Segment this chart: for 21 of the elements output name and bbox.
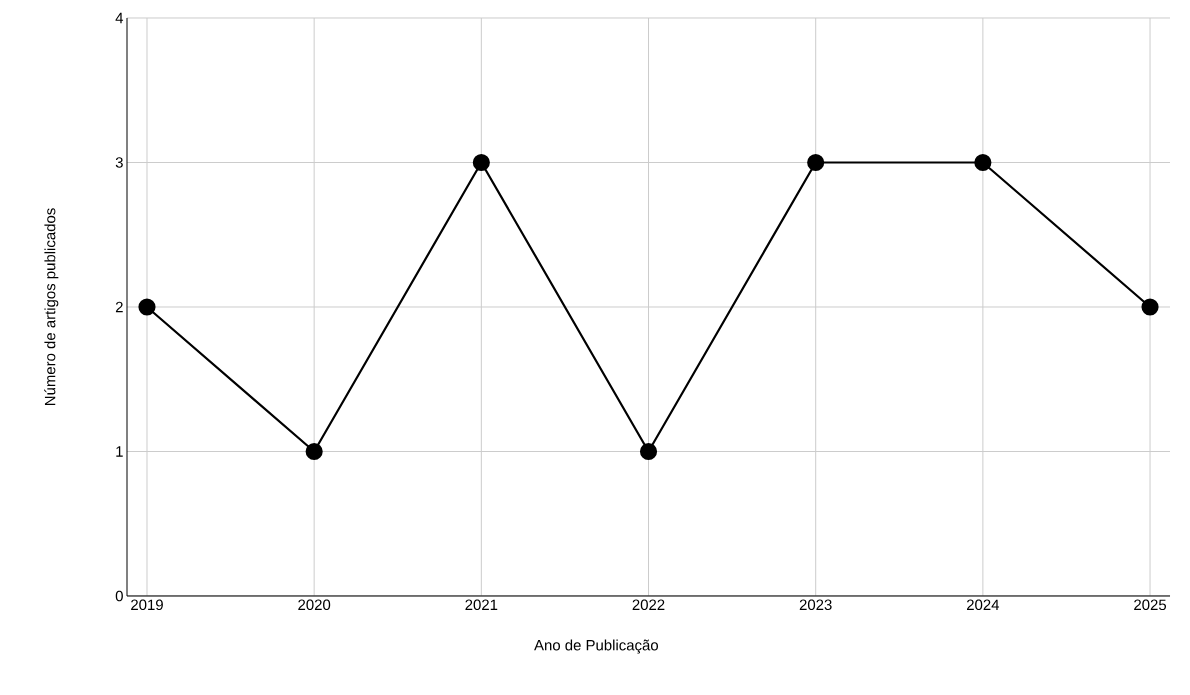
y-tick-label: 4 bbox=[115, 12, 124, 24]
y-tick-label: 3 bbox=[115, 157, 123, 168]
x-tick-label: 2020 bbox=[298, 599, 331, 611]
point bbox=[138, 298, 156, 316]
point bbox=[639, 442, 658, 461]
y-tick-label: 2 bbox=[115, 301, 123, 313]
y-tick-label: 1 bbox=[116, 446, 123, 457]
point bbox=[807, 153, 825, 172]
x-tick-label: 2024 bbox=[966, 599, 1000, 611]
x-axis-title: Ano de Publicação bbox=[534, 639, 659, 654]
x-tick-label: 2019 bbox=[131, 599, 163, 611]
point bbox=[1141, 298, 1159, 316]
point bbox=[305, 442, 323, 461]
y-tick-label: 0 bbox=[115, 590, 123, 602]
x-tick-label: 2022 bbox=[632, 599, 665, 611]
x-tick-label: 2021 bbox=[465, 599, 498, 611]
x-tick-label: 2025 bbox=[1134, 599, 1167, 611]
point bbox=[472, 153, 490, 172]
x-tick-label: 2023 bbox=[799, 599, 832, 611]
y-axis-title: Número de artigos publicados bbox=[44, 208, 59, 406]
point bbox=[974, 153, 992, 172]
